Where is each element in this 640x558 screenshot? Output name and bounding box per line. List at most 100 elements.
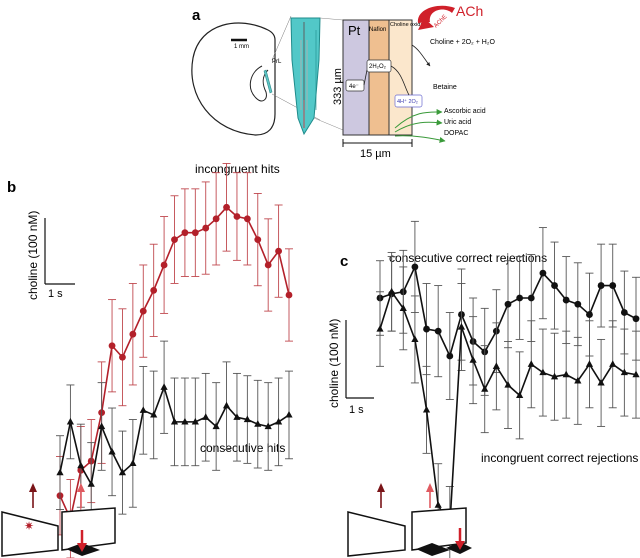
data-point (150, 286, 158, 294)
data-point (597, 282, 605, 289)
data-point (275, 247, 282, 255)
data-point (539, 368, 547, 376)
data-point (108, 447, 116, 455)
data-point (160, 383, 168, 390)
data-point (609, 360, 617, 367)
data-point (422, 405, 431, 413)
interferent-dopac: DOPAC (444, 130, 468, 137)
data-point (108, 342, 116, 350)
data-point (597, 378, 605, 386)
data-point (481, 385, 489, 392)
data-point (243, 415, 251, 423)
chart-c-scalebar-x-label: 1 s (349, 404, 364, 416)
prl-label: PrL (272, 59, 282, 65)
data-point (285, 410, 293, 418)
data-point (139, 307, 147, 315)
reaction-label: Choline + 2O₂ + H₂O (430, 39, 496, 46)
data-point (411, 263, 419, 271)
data-point (202, 413, 210, 420)
brain-section-drawing: 1 mm PrL (191, 15, 321, 136)
protons-label: 4H⁺ 2O₂ (397, 98, 418, 105)
screen-icon-response-c (411, 507, 472, 556)
chart-c-scalebar: 1 s choline (100 nM) (327, 319, 374, 416)
screen-icon-signal: ✷ (1, 511, 59, 557)
chart-b-ylabel: choline (100 nM) (26, 211, 40, 300)
data-point (434, 327, 442, 335)
data-point (119, 353, 126, 361)
data-point (620, 309, 628, 316)
data-point (376, 325, 384, 332)
chart-c-event-cues (347, 483, 472, 557)
data-point (254, 420, 262, 427)
data-point (160, 261, 168, 269)
panel-label-a: a (192, 7, 201, 24)
chart-b-scalebar: 1 s choline (100 nM) (26, 211, 75, 300)
probe-drawing (290, 17, 344, 136)
data-point (66, 417, 75, 425)
data-point (77, 461, 85, 469)
data-point (620, 368, 628, 376)
data-point (609, 282, 617, 289)
data-point (212, 215, 220, 223)
data-point (87, 480, 95, 487)
data-point (586, 311, 593, 318)
data-point (212, 422, 220, 430)
width-label: 15 µm (360, 148, 391, 160)
svg-text:✷: ✷ (24, 519, 34, 533)
data-point (191, 417, 199, 425)
data-point (233, 213, 241, 220)
data-point (264, 422, 272, 430)
data-point (181, 229, 189, 237)
data-point (399, 304, 407, 311)
data-point (516, 391, 524, 398)
data-point (539, 269, 547, 277)
data-point (150, 410, 158, 418)
data-point (264, 261, 272, 269)
data-point (202, 224, 210, 232)
data-point (171, 236, 178, 244)
chart-b-series-1-label: consecutive hits (200, 441, 285, 455)
data-point (118, 468, 127, 476)
data-point (469, 356, 477, 363)
interferent-ascorbic: Ascorbic acid (444, 108, 486, 115)
interferent-uric: Uric acid (444, 119, 471, 126)
data-point (170, 417, 179, 425)
data-point (562, 370, 570, 378)
ach-label: ACh (456, 3, 483, 19)
data-point (446, 352, 454, 360)
data-point (434, 501, 442, 508)
data-point (457, 323, 466, 330)
chart-c-series-0-label: consecutive correct rejections (389, 251, 547, 265)
data-point (223, 203, 230, 211)
choline-oxidase-label: Choline oxidase (390, 22, 429, 28)
data-point (222, 401, 231, 409)
data-point (243, 215, 251, 223)
data-point (516, 294, 524, 302)
h2o2-label: 2H₂O₂ (369, 64, 387, 70)
data-point (550, 372, 559, 380)
betaine-label: Betaine (433, 84, 457, 91)
data-point (274, 417, 283, 425)
data-point (632, 315, 640, 323)
data-point (585, 360, 594, 367)
data-point (504, 300, 512, 308)
scale-bar-label: 1 mm (234, 44, 249, 50)
chart-c-series-1-label: incongruent correct rejections (481, 451, 638, 465)
data-point (504, 381, 512, 388)
data-point (562, 296, 570, 304)
data-point (56, 468, 64, 476)
data-point (233, 413, 241, 420)
data-point (191, 229, 199, 237)
data-point (129, 330, 137, 338)
data-point (388, 287, 396, 295)
chart-c-ylabel: choline (100 nM) (327, 319, 341, 408)
data-point (632, 370, 640, 378)
ache-label: AChE (433, 14, 448, 29)
chart-b-event-cues: ✷ (1, 483, 116, 557)
depth-label: 333 µm (332, 68, 344, 105)
data-point (551, 282, 558, 289)
electrode-layers: Pt Nafion Choline oxidase 4e⁻ 2H₂O₂ 4H⁺ … (332, 19, 431, 160)
chart-b-scalebar-x-label: 1 s (48, 288, 63, 300)
screen-icon-signal-c (347, 511, 406, 557)
